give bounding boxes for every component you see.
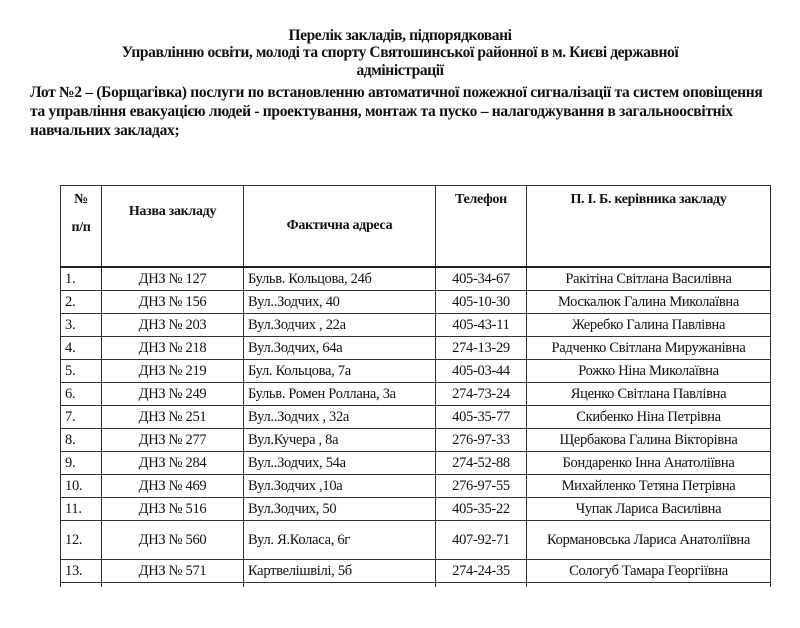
cell-name: ДНЗ № 571 (101, 559, 244, 583)
table-row: 10. ДНЗ № 469 Вул.Зодчих ,10а 276-97-55 Миха… (60, 474, 771, 498)
document-title-line-2: Управлінню освіти, молоді та спорту Свят… (121, 44, 679, 61)
table-row: 11. ДНЗ № 516 Вул.Зодчих, 50 405-35-22 Чупак… (60, 497, 771, 521)
cell-head: Кормановська Лариса Анатоліївна (526, 520, 771, 560)
document-title-line-3: адміністрації (356, 62, 444, 79)
cell-empty (526, 582, 771, 587)
cell-name: ДНЗ № 203 (101, 313, 244, 337)
table-row: 1. ДНЗ № 127 Бульв. Кольцова, 24б 405-34-67… (60, 266, 771, 291)
cell-name: ДНЗ № 218 (101, 336, 244, 360)
cell-phone: 274-52-88 (435, 451, 527, 475)
cell-num: 5. (60, 359, 102, 383)
table-row: 2. ДНЗ № 156 Вул..Зодчих, 40 405-10-30 Моска… (60, 290, 771, 314)
cell-empty (435, 582, 527, 587)
cell-phone: 405-03-44 (435, 359, 527, 383)
cell-head: Чупак Лариса Василівна (526, 497, 771, 521)
table-row: 3. ДНЗ № 203 Вул.Зодчих , 22а 405-43-11 Жере… (60, 313, 771, 337)
lot-description: Лот №2 – (Борщагівка) послуги по встанов… (30, 84, 763, 139)
table-row: 5. ДНЗ № 219 Бул. Кольцова, 7а 405-03-44 Рож… (60, 359, 771, 383)
cell-address: Бульв. Кольцова, 24б (243, 266, 436, 291)
cell-num: 3. (60, 313, 102, 337)
cell-address: Вул. Я.Коласа, 6г (243, 520, 436, 560)
cell-num: 1. (60, 266, 102, 291)
cell-num: 4. (60, 336, 102, 360)
cell-head: Михайленко Тетяна Петрівна (526, 474, 771, 498)
table-header-row: № п/п Назва закладу Фактична адреса Телеф… (60, 185, 771, 268)
cell-head: Радченко Світлана Миружанівна (526, 336, 771, 360)
table-row: 13. ДНЗ № 571 Картвелішвілі, 5б 274-24-35 Со… (60, 559, 771, 583)
cell-address: Вул..Зодчих, 40 (243, 290, 436, 314)
cell-num: 7. (60, 405, 102, 429)
cell-address: Вул.Зодчих ,10а (243, 474, 436, 498)
cell-phone: 405-43-11 (435, 313, 527, 337)
cell-name: ДНЗ № 284 (101, 451, 244, 475)
cell-head: Щербакова Галина Вікторівна (526, 428, 771, 452)
document-title-line-1: Перелік закладів, підпорядковані (288, 27, 512, 44)
header-name: Назва закладу (101, 185, 244, 268)
cell-address: Бульв. Ромен Роллана, 3а (243, 382, 436, 406)
header-num: № п/п (60, 185, 102, 268)
cell-name: ДНЗ № 251 (101, 405, 244, 429)
table-row: 4. ДНЗ № 218 Вул.Зодчих, 64а 274-13-29 Радче… (60, 336, 771, 360)
cell-head: Бондаренко Інна Анатоліївна (526, 451, 771, 475)
cell-head: Сологуб Тамара Георгіївна (526, 559, 771, 583)
cell-num: 8. (60, 428, 102, 452)
header-phone: Телефон (435, 185, 527, 268)
cell-num: 6. (60, 382, 102, 406)
cell-name: ДНЗ № 219 (101, 359, 244, 383)
table-row: 6. ДНЗ № 249 Бульв. Ромен Роллана, 3а 274-7… (60, 382, 771, 406)
table-row: 8. ДНЗ № 277 Вул.Кучера , 8а 276-97-33 Щерба… (60, 428, 771, 452)
cell-head: Скибенко Ніна Петрівна (526, 405, 771, 429)
cell-phone: 405-35-22 (435, 497, 527, 521)
cell-name: ДНЗ № 560 (101, 520, 244, 560)
cell-phone: 407-92-71 (435, 520, 527, 560)
cell-phone: 276-97-33 (435, 428, 527, 452)
cell-num: 12. (60, 520, 102, 560)
cell-head: Ракітіна Світлана Василівна (526, 266, 771, 291)
cell-name: ДНЗ № 249 (101, 382, 244, 406)
cell-address: Вул.Зодчих, 64а (243, 336, 436, 360)
cell-address: Вул..Зодчих, 54а (243, 451, 436, 475)
cell-name: ДНЗ № 469 (101, 474, 244, 498)
cell-phone: 405-10-30 (435, 290, 527, 314)
cell-num: 2. (60, 290, 102, 314)
table-row: 12. ДНЗ № 560 Вул. Я.Коласа, 6г 407-92-71 Ко… (60, 520, 771, 560)
cell-address: Вул.Кучера , 8а (243, 428, 436, 452)
cell-empty (101, 582, 244, 587)
cell-address: Вул.Зодчих , 22а (243, 313, 436, 337)
cell-head: Яценко Світлана Павлівна (526, 382, 771, 406)
cell-head: Москалюк Галина Миколаївна (526, 290, 771, 314)
cell-address: Картвелішвілі, 5б (243, 559, 436, 583)
cell-empty (243, 582, 436, 587)
cell-phone: 276-97-55 (435, 474, 527, 498)
cell-num: 9. (60, 451, 102, 475)
cell-name: ДНЗ № 156 (101, 290, 244, 314)
table-continuation (60, 582, 771, 587)
cell-name: ДНЗ № 277 (101, 428, 244, 452)
institutions-table: № п/п Назва закладу Фактична адреса Телеф… (60, 185, 771, 587)
table-row: 7. ДНЗ № 251 Вул..Зодчих , 32а 405-35-77 Ски… (60, 405, 771, 429)
cell-num: 10. (60, 474, 102, 498)
cell-phone: 274-13-29 (435, 336, 527, 360)
cell-phone: 274-73-24 (435, 382, 527, 406)
header-address: Фактична адреса (243, 185, 436, 268)
header-head: П. І. Б. керівника закладу (526, 185, 771, 268)
cell-address: Вул.Зодчих, 50 (243, 497, 436, 521)
cell-address: Бул. Кольцова, 7а (243, 359, 436, 383)
cell-num: 11. (60, 497, 102, 521)
cell-num: 13. (60, 559, 102, 583)
cell-phone: 274-24-35 (435, 559, 527, 583)
cell-name: ДНЗ № 516 (101, 497, 244, 521)
cell-head: Рожко Ніна Миколаївна (526, 359, 771, 383)
cell-head: Жеребко Галина Павлівна (526, 313, 771, 337)
cell-name: ДНЗ № 127 (101, 266, 244, 291)
cell-empty (60, 582, 102, 587)
cell-address: Вул..Зодчих , 32а (243, 405, 436, 429)
table-row: 9. ДНЗ № 284 Вул..Зодчих, 54а 274-52-88 Бонд… (60, 451, 771, 475)
cell-phone: 405-35-77 (435, 405, 527, 429)
cell-phone: 405-34-67 (435, 266, 527, 291)
